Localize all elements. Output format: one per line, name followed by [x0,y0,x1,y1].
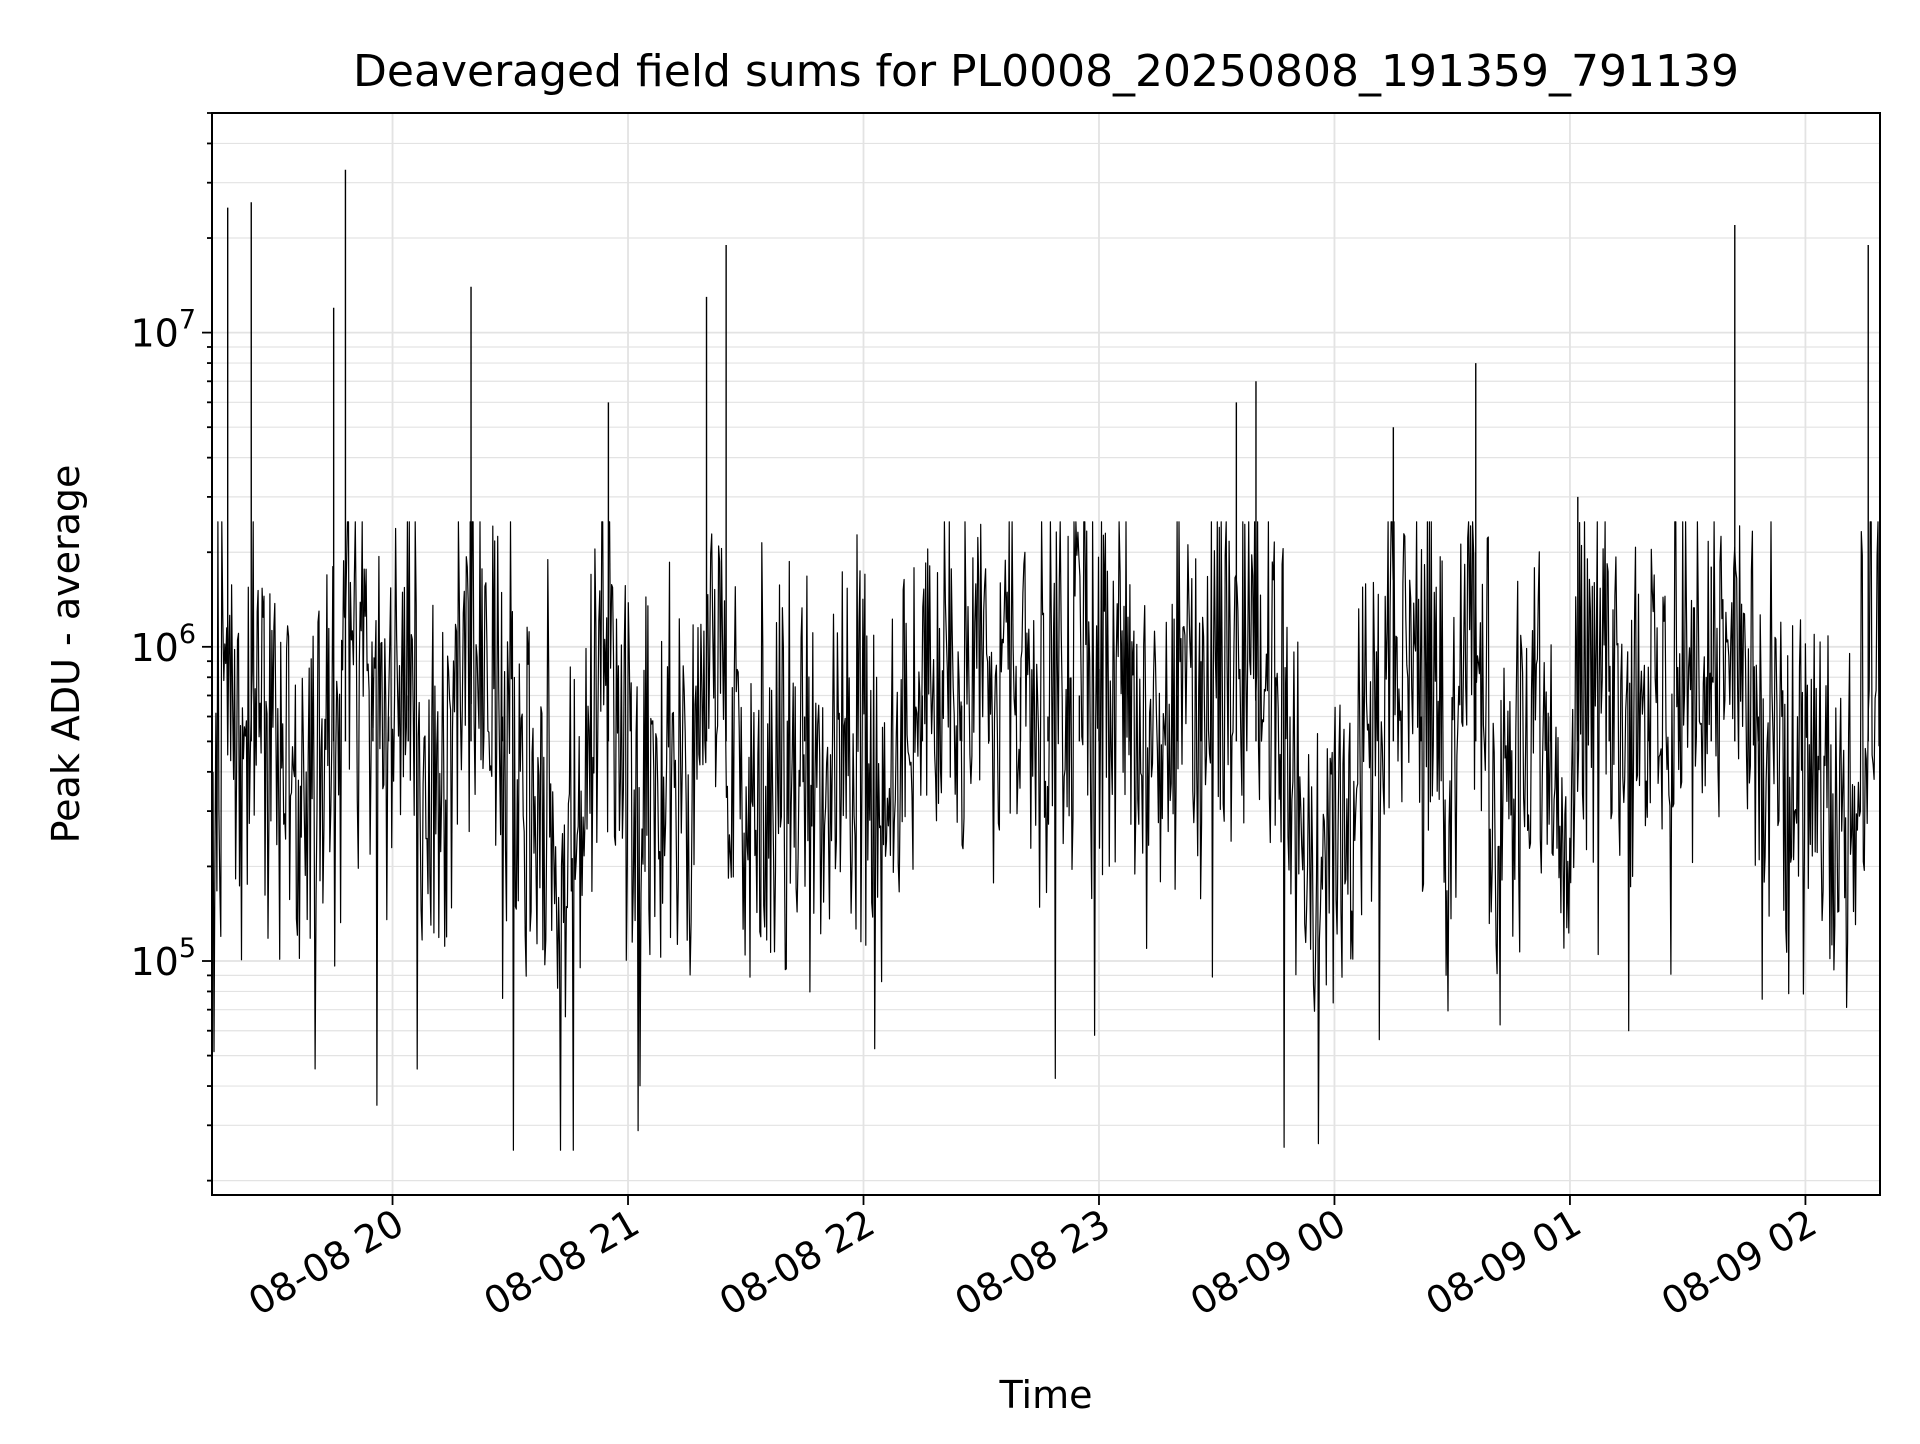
y-axis: 105 106 107 [130,112,212,1182]
y-tick-label: 105 [130,933,196,984]
peak-layer [226,169,1881,742]
chart-title: Deaveraged field sums for PL0008_2025080… [353,46,1739,97]
y-tick-label: 107 [130,305,196,356]
series-line [211,521,1881,1151]
trace-layer [211,521,1881,1151]
plot-area-frame [211,112,1881,1196]
y-tick-label: 106 [130,619,196,670]
x-axis-label: Time [999,1373,1093,1417]
y-axis-label: Peak ADU - average [44,465,88,844]
